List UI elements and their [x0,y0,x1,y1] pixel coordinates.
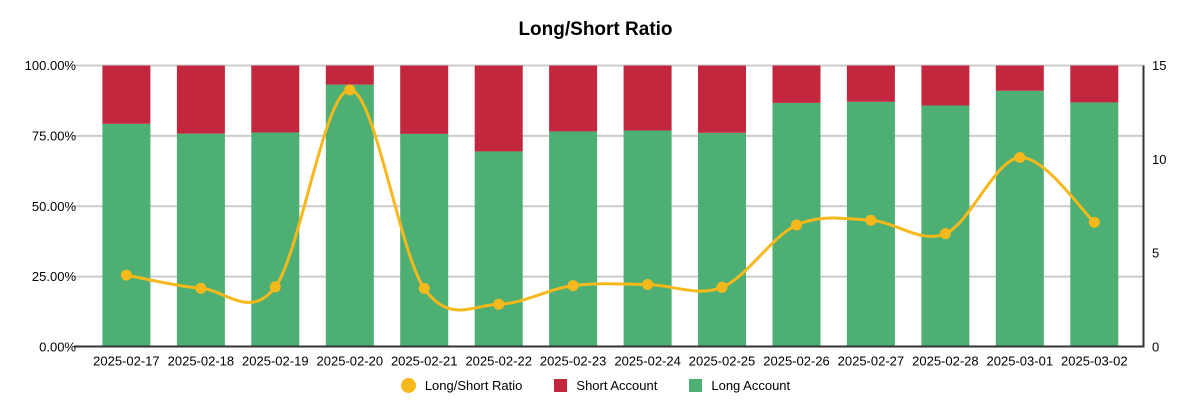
ratio-point[interactable] [269,281,281,293]
ratio-point[interactable] [1014,152,1026,163]
short-account-legend-swatch-icon [554,379,568,392]
bar-segment-short-account[interactable] [623,65,672,131]
bar-segment-long-account[interactable] [995,90,1044,348]
ratio-point[interactable] [120,269,132,281]
bar-segment-long-account[interactable] [549,131,598,347]
y-axis-left-label: 25.00% [32,269,77,284]
y-axis-left-label: 50.00% [32,199,77,214]
ratio-point[interactable] [418,282,430,294]
bar-segment-short-account[interactable] [995,65,1044,91]
bar-segment-short-account[interactable] [698,65,746,133]
bar-segment-long-account[interactable] [102,123,151,347]
bar-segment-short-account[interactable] [176,65,225,134]
ratio-point[interactable] [865,214,877,226]
bar-segment-long-account[interactable] [623,130,672,348]
x-axis-label: 2025-02-19 [242,354,309,369]
x-axis-label: 2025-02-26 [763,354,830,369]
ratio-point[interactable] [791,219,802,231]
y-axis-left-label: 0.00% [39,340,76,355]
bar-segment-short-account[interactable] [1070,65,1119,103]
bar-segment-short-account[interactable] [400,65,449,134]
legend-item-short-account[interactable]: Short Account [554,378,657,393]
bar-segment-long-account[interactable] [251,132,300,348]
ratio-point[interactable] [195,282,207,294]
legend-label: Long/Short Ratio [424,378,523,393]
bar-segment-short-account[interactable] [251,65,300,133]
legend-label: Long Account [711,378,791,393]
bar-segment-short-account[interactable] [772,65,821,103]
x-axis-label: 2025-02-17 [93,354,160,369]
bar-segment-short-account[interactable] [549,65,598,132]
bar-segment-short-account[interactable] [102,65,151,124]
ratio-point[interactable] [939,228,951,240]
chart-title: Long/Short Ratio [518,19,673,40]
x-axis-label: 2025-02-23 [540,354,607,369]
bar-segment-short-account[interactable] [921,65,970,106]
ratio-point[interactable] [1088,216,1100,228]
legend-item-long-account[interactable]: Long Account [689,378,790,393]
bar-segment-long-account[interactable] [921,105,970,348]
bar-segment-short-account[interactable] [846,65,895,102]
x-axis-label: 2025-02-20 [317,354,384,369]
y-axis-left-label: 75.00% [32,128,77,143]
x-axis-label: 2025-03-02 [1061,354,1128,369]
x-axis-label: 2025-02-18 [168,354,235,369]
long-account-legend-swatch-icon [689,379,703,392]
x-axis-label: 2025-02-24 [614,354,681,369]
y-axis-right-label: 15 [1152,58,1166,73]
x-axis-label: 2025-02-21 [391,354,458,369]
y-axis-right-label: 5 [1152,246,1159,261]
legend-label: Short Account [576,378,658,393]
ratio-point[interactable] [344,84,356,96]
y-axis-left-label: 100.00% [25,58,77,73]
ratio-point[interactable] [642,279,654,290]
ratio-point[interactable] [493,298,505,310]
ratio-legend-swatch-icon [400,378,416,393]
y-axis-right-label: 0 [1152,340,1159,355]
x-axis-label: 2025-03-01 [987,354,1054,369]
y-axis-right-label: 10 [1152,152,1166,167]
legend: Long/Short Ratio Short Account Long Acco… [0,378,1191,393]
bar-segment-short-account[interactable] [325,65,374,85]
ratio-point[interactable] [716,281,728,293]
bar-segment-long-account[interactable] [698,132,746,347]
legend-item-ratio[interactable]: Long/Short Ratio [400,378,523,393]
ratio-point[interactable] [567,280,579,292]
x-axis-label: 2025-02-27 [838,354,905,369]
bar-segment-long-account[interactable] [325,84,374,347]
x-axis-label: 2025-02-25 [689,354,756,369]
bar-segment-long-account[interactable] [176,133,225,347]
bar-segment-long-account[interactable] [400,133,449,347]
x-axis-label: 2025-02-22 [465,354,532,369]
bar-segment-short-account[interactable] [474,65,523,152]
x-axis-label: 2025-02-28 [912,354,979,369]
bar-segment-long-account[interactable] [474,151,523,347]
